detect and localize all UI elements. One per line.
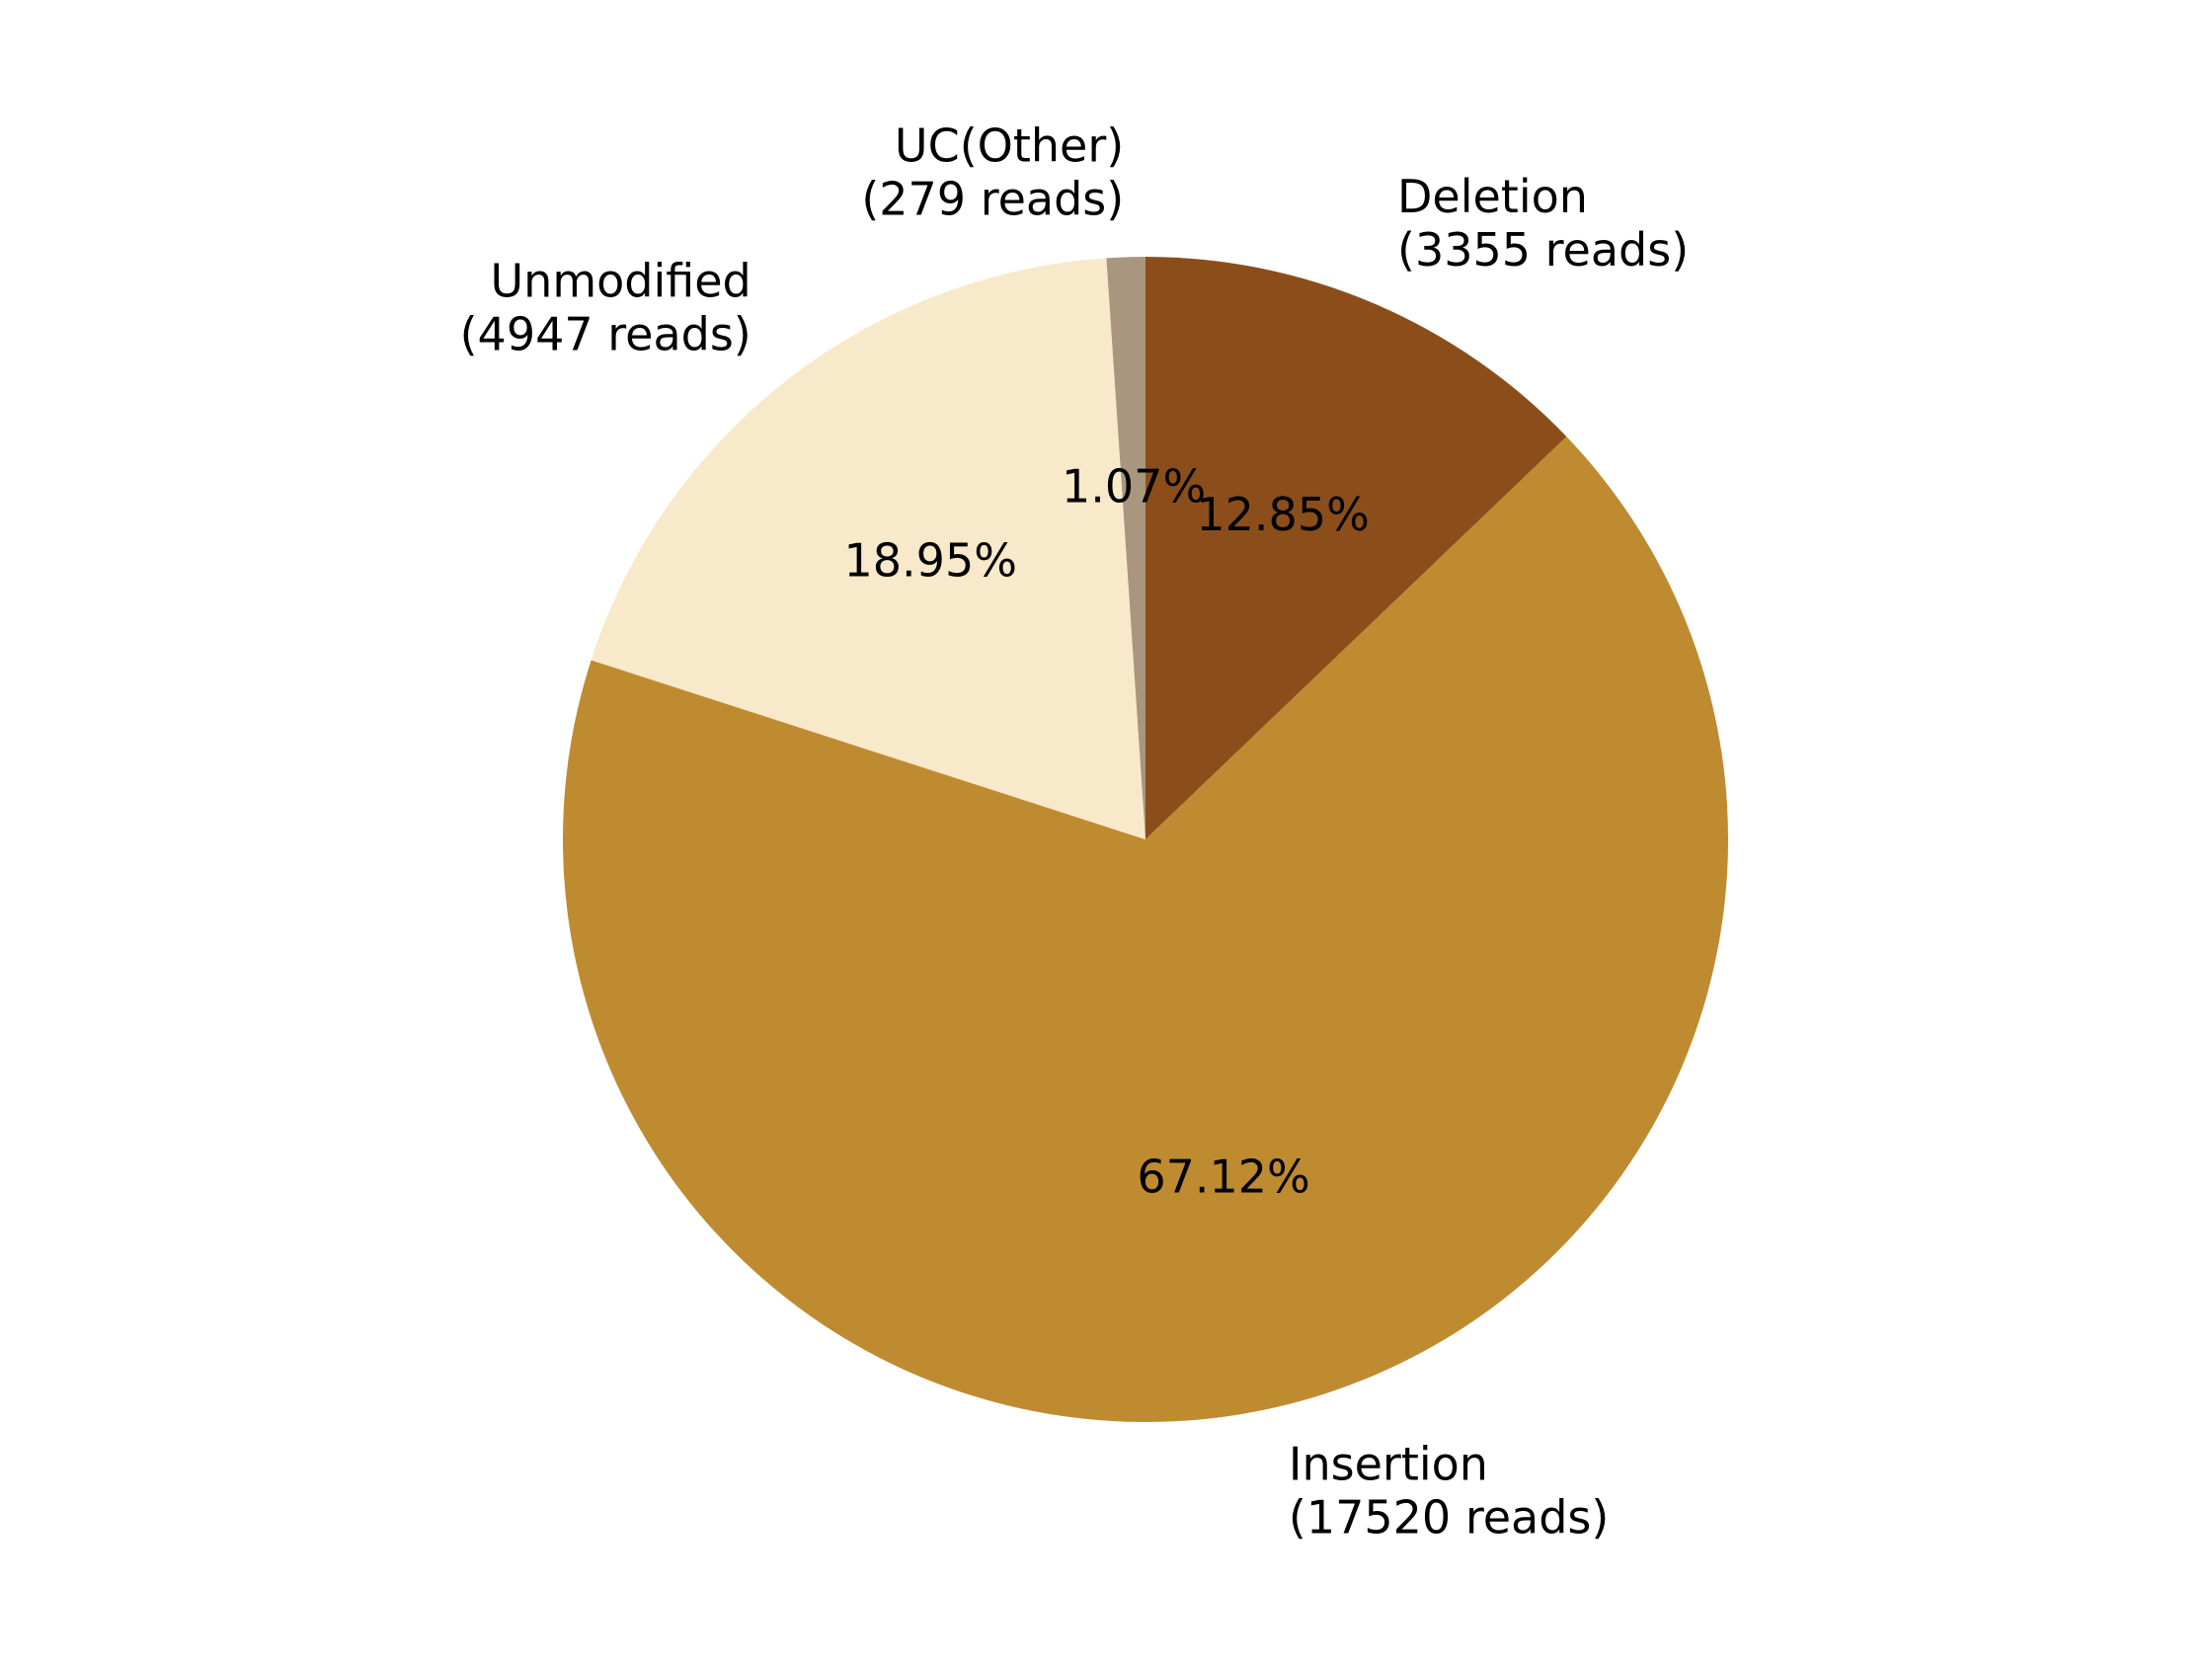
pie-slice-deletion [1146, 257, 1567, 839]
category-reads-uc-other: (279 reads) [861, 172, 1124, 225]
category-label-uc-other: UC(Other) (279 reads) [861, 119, 1124, 225]
pie-slice-unmodified [591, 258, 1146, 839]
category-name-uc-other: UC(Other) [895, 119, 1124, 172]
category-label-unmodified: Unmodified (4947 reads) [460, 254, 751, 360]
labels-layer: 12.85% Deletion (3355 reads) 67.12% Insertio… [460, 119, 1690, 1544]
pie-slice-uc-other [1106, 257, 1146, 839]
category-reads-insertion: (17520 reads) [1289, 1491, 1609, 1545]
percent-label-insertion: 67.12% [1137, 1150, 1309, 1204]
percent-label-unmodified: 18.95% [844, 533, 1017, 587]
slices-layer [562, 257, 1728, 1422]
category-name-insertion: Insertion [1289, 1438, 1488, 1491]
category-label-insertion: Insertion (17520 reads) [1289, 1438, 1609, 1545]
category-name-deletion: Deletion [1397, 170, 1588, 223]
percent-label-uc-other: 1.07% [1062, 460, 1206, 514]
category-name-unmodified: Unmodified [491, 254, 751, 307]
category-label-deletion: Deletion (3355 reads) [1397, 170, 1689, 277]
pie-slice-insertion [562, 436, 1728, 1422]
category-reads-unmodified: (4947 reads) [460, 307, 751, 360]
category-reads-deletion: (3355 reads) [1397, 223, 1689, 277]
percent-label-deletion: 12.85% [1196, 488, 1369, 541]
